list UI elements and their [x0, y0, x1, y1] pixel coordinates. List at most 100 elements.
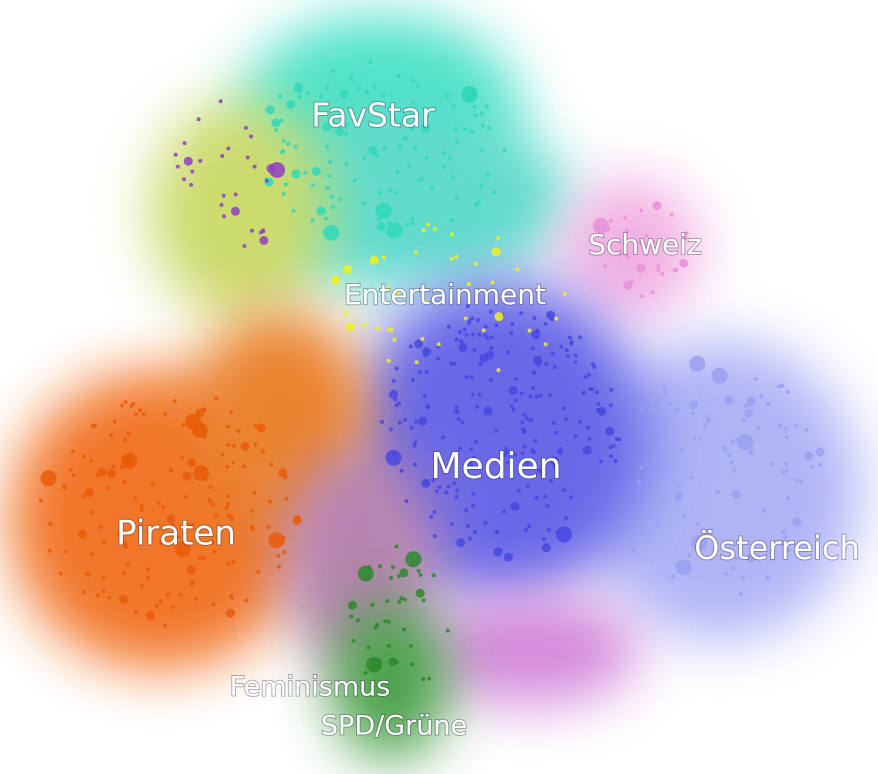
node	[404, 499, 409, 504]
node	[203, 476, 208, 481]
node	[769, 549, 774, 554]
node	[389, 575, 393, 580]
node	[442, 151, 447, 155]
node	[669, 212, 674, 217]
node	[349, 614, 354, 619]
node	[264, 178, 269, 183]
node	[398, 144, 402, 149]
node	[170, 522, 175, 527]
node	[613, 459, 618, 464]
node	[715, 490, 720, 495]
node	[483, 520, 488, 525]
node	[418, 416, 428, 426]
node	[516, 488, 521, 493]
node	[284, 496, 289, 501]
node	[464, 460, 473, 470]
node	[375, 202, 392, 219]
node	[629, 279, 634, 284]
node	[818, 462, 823, 467]
node	[183, 156, 193, 166]
node	[225, 494, 230, 498]
node	[293, 144, 298, 149]
node	[740, 575, 745, 580]
node	[105, 486, 110, 491]
node	[452, 481, 456, 486]
node	[163, 623, 168, 628]
node	[228, 410, 233, 415]
node	[723, 571, 728, 576]
node	[533, 438, 538, 443]
node	[469, 447, 474, 452]
node	[394, 366, 399, 371]
node	[405, 222, 410, 227]
node	[792, 517, 802, 527]
node	[303, 170, 308, 175]
node	[61, 484, 66, 489]
node	[445, 93, 450, 98]
node	[508, 385, 518, 395]
node	[385, 449, 402, 466]
cluster-label: SPD/Grüne	[321, 711, 467, 742]
node	[748, 451, 753, 456]
node	[187, 458, 197, 468]
node	[510, 502, 520, 512]
node	[470, 129, 475, 134]
node	[269, 162, 286, 178]
node	[331, 69, 336, 74]
node	[531, 346, 535, 351]
node	[121, 571, 126, 576]
node	[355, 618, 360, 623]
area-spd-gruene	[330, 600, 450, 760]
node	[815, 447, 825, 457]
node	[111, 465, 116, 469]
node	[677, 483, 682, 488]
node	[480, 148, 485, 153]
node	[519, 391, 524, 396]
node	[403, 417, 408, 422]
node	[394, 544, 399, 549]
node	[377, 190, 382, 195]
node	[683, 235, 688, 240]
node	[618, 252, 623, 257]
node	[93, 423, 98, 428]
node	[97, 467, 107, 477]
node	[594, 390, 599, 395]
node	[231, 560, 236, 565]
node	[564, 348, 569, 353]
node	[543, 321, 548, 326]
node	[472, 455, 477, 460]
node	[573, 360, 578, 365]
node	[640, 294, 645, 298]
node	[265, 105, 275, 115]
node	[101, 589, 106, 594]
node	[425, 404, 429, 409]
node	[573, 434, 578, 439]
node	[586, 425, 591, 430]
node	[87, 572, 92, 577]
node	[362, 156, 367, 160]
node	[530, 448, 535, 453]
node	[252, 490, 257, 495]
node	[386, 222, 403, 239]
node	[305, 91, 310, 95]
node	[415, 83, 420, 88]
cluster-label: Feminismus	[230, 672, 391, 703]
node	[675, 407, 680, 412]
node	[450, 232, 454, 237]
node	[692, 437, 697, 442]
node	[394, 403, 399, 408]
node	[417, 370, 422, 375]
node	[389, 427, 394, 432]
node	[652, 201, 662, 211]
node	[522, 412, 527, 417]
node	[528, 394, 533, 399]
node	[639, 208, 644, 213]
node	[552, 365, 557, 370]
node	[671, 574, 676, 579]
node	[120, 465, 124, 470]
node	[425, 114, 430, 119]
node	[416, 568, 421, 573]
node	[545, 503, 550, 508]
node	[146, 567, 151, 572]
node	[556, 526, 572, 543]
